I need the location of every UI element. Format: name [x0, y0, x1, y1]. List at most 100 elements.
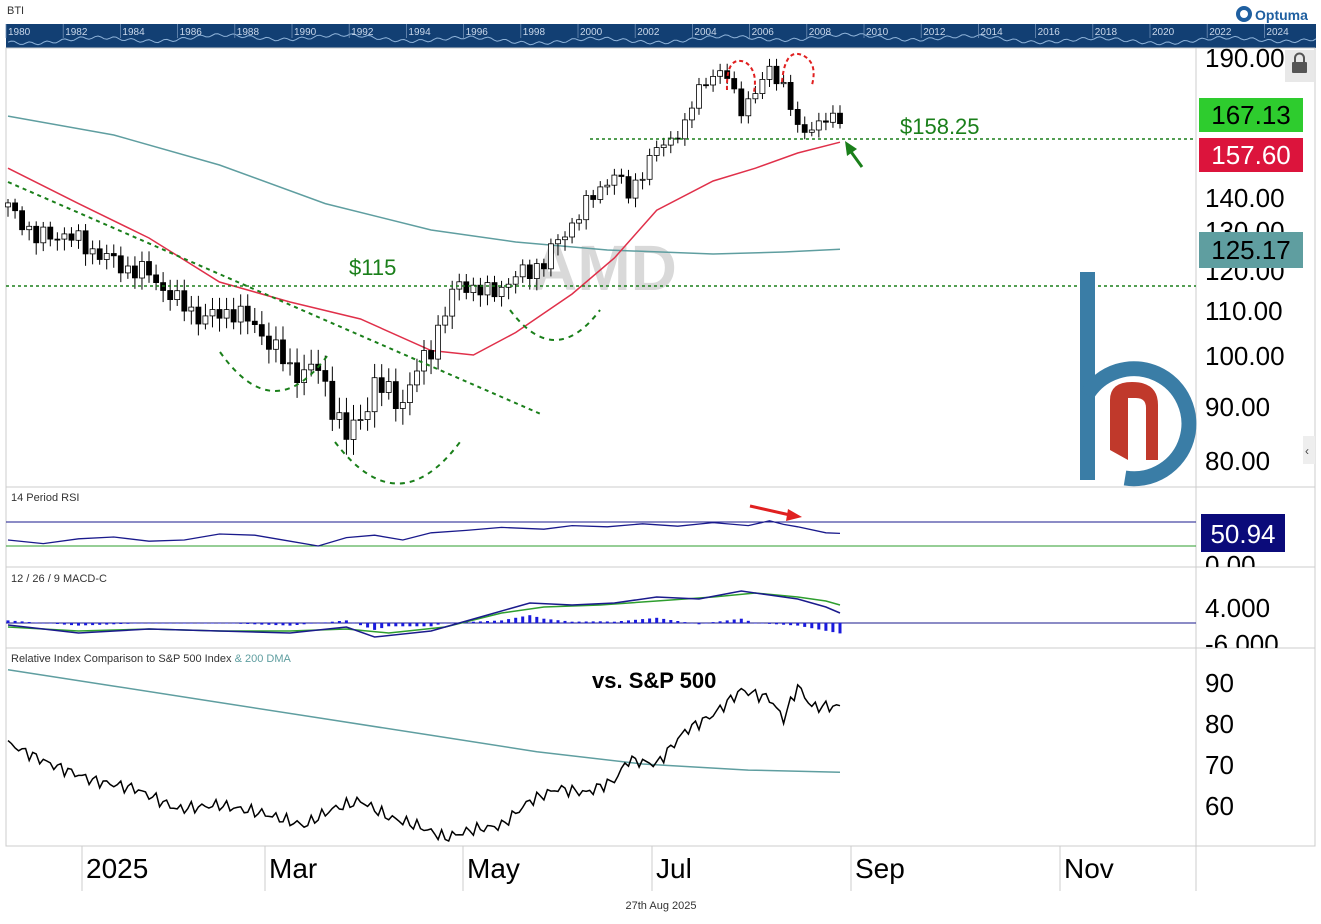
macd-line	[7, 590, 841, 638]
candle	[146, 251, 152, 283]
macd-bar	[697, 623, 701, 625]
candle	[294, 348, 301, 398]
macd-bar	[838, 623, 842, 634]
macd-bar	[196, 623, 200, 624]
macd-bar	[627, 620, 630, 623]
chevron-left-icon: ‹	[1305, 444, 1309, 458]
macd-bar	[641, 619, 645, 623]
overview-year: 2012	[923, 27, 946, 38]
candle	[477, 277, 484, 307]
candle	[223, 297, 230, 329]
macd-bar	[246, 623, 250, 624]
overview-year: 1986	[180, 27, 203, 38]
x-tick-label: Nov	[1064, 853, 1114, 884]
macd-bar	[690, 623, 694, 624]
macd-bar	[260, 623, 264, 625]
macd-bar	[753, 623, 757, 624]
candle	[96, 240, 103, 265]
candle	[378, 364, 385, 407]
macd-bar	[760, 623, 764, 624]
macd-bar	[168, 623, 172, 624]
x-axis: 2025 Mar May Jul Sep Nov	[81, 846, 1114, 891]
candle	[413, 358, 420, 393]
candle	[265, 322, 272, 364]
candle	[364, 397, 371, 431]
candle	[125, 256, 131, 279]
candle	[160, 272, 167, 303]
macd-bar	[316, 623, 320, 624]
candle	[625, 169, 632, 204]
candle	[174, 279, 181, 306]
macd-bar	[563, 620, 567, 623]
candle	[512, 270, 519, 294]
macd-bar	[267, 623, 271, 625]
candle	[667, 131, 674, 154]
candle	[61, 227, 68, 251]
ma50-value: 157.60	[1211, 140, 1291, 170]
candle	[117, 246, 124, 283]
candle	[428, 340, 435, 375]
macd-bar	[126, 623, 130, 624]
overview-year: 2018	[1095, 27, 1118, 38]
candle	[526, 259, 533, 290]
red-arrow	[749, 504, 791, 517]
macd-bar	[119, 623, 123, 624]
macd-tick-neg6: -6.000	[1205, 629, 1279, 659]
relative-tick: 60	[1205, 791, 1234, 821]
macd-bar	[718, 621, 722, 623]
ma200-badge	[1199, 232, 1303, 268]
price-tick: 100.00	[1205, 341, 1285, 371]
macd-bar	[549, 619, 553, 623]
top-bar	[0, 0, 1321, 24]
macd-bar	[401, 623, 405, 627]
macd-bar	[605, 621, 609, 623]
candle	[139, 251, 145, 290]
red-arrow-head	[786, 509, 802, 521]
candle	[442, 306, 449, 334]
candle	[251, 307, 258, 334]
macd-bar	[295, 623, 299, 625]
candle	[562, 231, 568, 251]
macd-bar	[154, 623, 158, 624]
candle	[689, 101, 695, 129]
candle	[167, 279, 174, 311]
green-arrow-head	[845, 141, 857, 156]
candle	[548, 238, 554, 277]
candle	[491, 275, 498, 302]
macd-bar	[521, 616, 525, 623]
candle	[301, 354, 308, 396]
macd-bar	[161, 623, 165, 624]
macd-bar	[542, 618, 546, 623]
macd-bar	[450, 622, 454, 624]
macd-bar	[387, 623, 391, 627]
overview-year-labels: 1980 1982 1984 1986 1988 1990 1992 1994 1996 1998…	[5, 24, 1289, 38]
brand-logo-watermark	[1080, 272, 1197, 487]
macd-bar	[330, 621, 334, 623]
macd-bar	[55, 623, 59, 624]
side-panel-toggle[interactable]	[1303, 436, 1315, 464]
macd-bar	[570, 621, 574, 623]
candle	[639, 172, 646, 190]
price-tick: 80.00	[1205, 446, 1270, 476]
relative-tick: 90	[1205, 668, 1234, 698]
price-tick: 140.00	[1205, 183, 1285, 213]
candle	[815, 112, 822, 138]
candle	[463, 273, 470, 300]
overview-year: 2014	[980, 27, 1003, 38]
macd-bar	[443, 623, 447, 624]
candle	[258, 311, 265, 346]
macd-bar	[577, 621, 581, 623]
macd-bar	[436, 623, 440, 625]
price-tick: 90.00	[1205, 392, 1270, 422]
macd-bar	[591, 621, 595, 623]
candle	[103, 244, 110, 270]
macd-bar	[471, 621, 475, 623]
candle	[385, 368, 392, 400]
candle	[131, 256, 138, 289]
candle	[216, 297, 223, 332]
macd-bar	[232, 623, 236, 624]
candle	[357, 404, 364, 430]
candle	[272, 326, 279, 363]
top-arc-2	[781, 52, 815, 86]
candle	[674, 131, 681, 144]
